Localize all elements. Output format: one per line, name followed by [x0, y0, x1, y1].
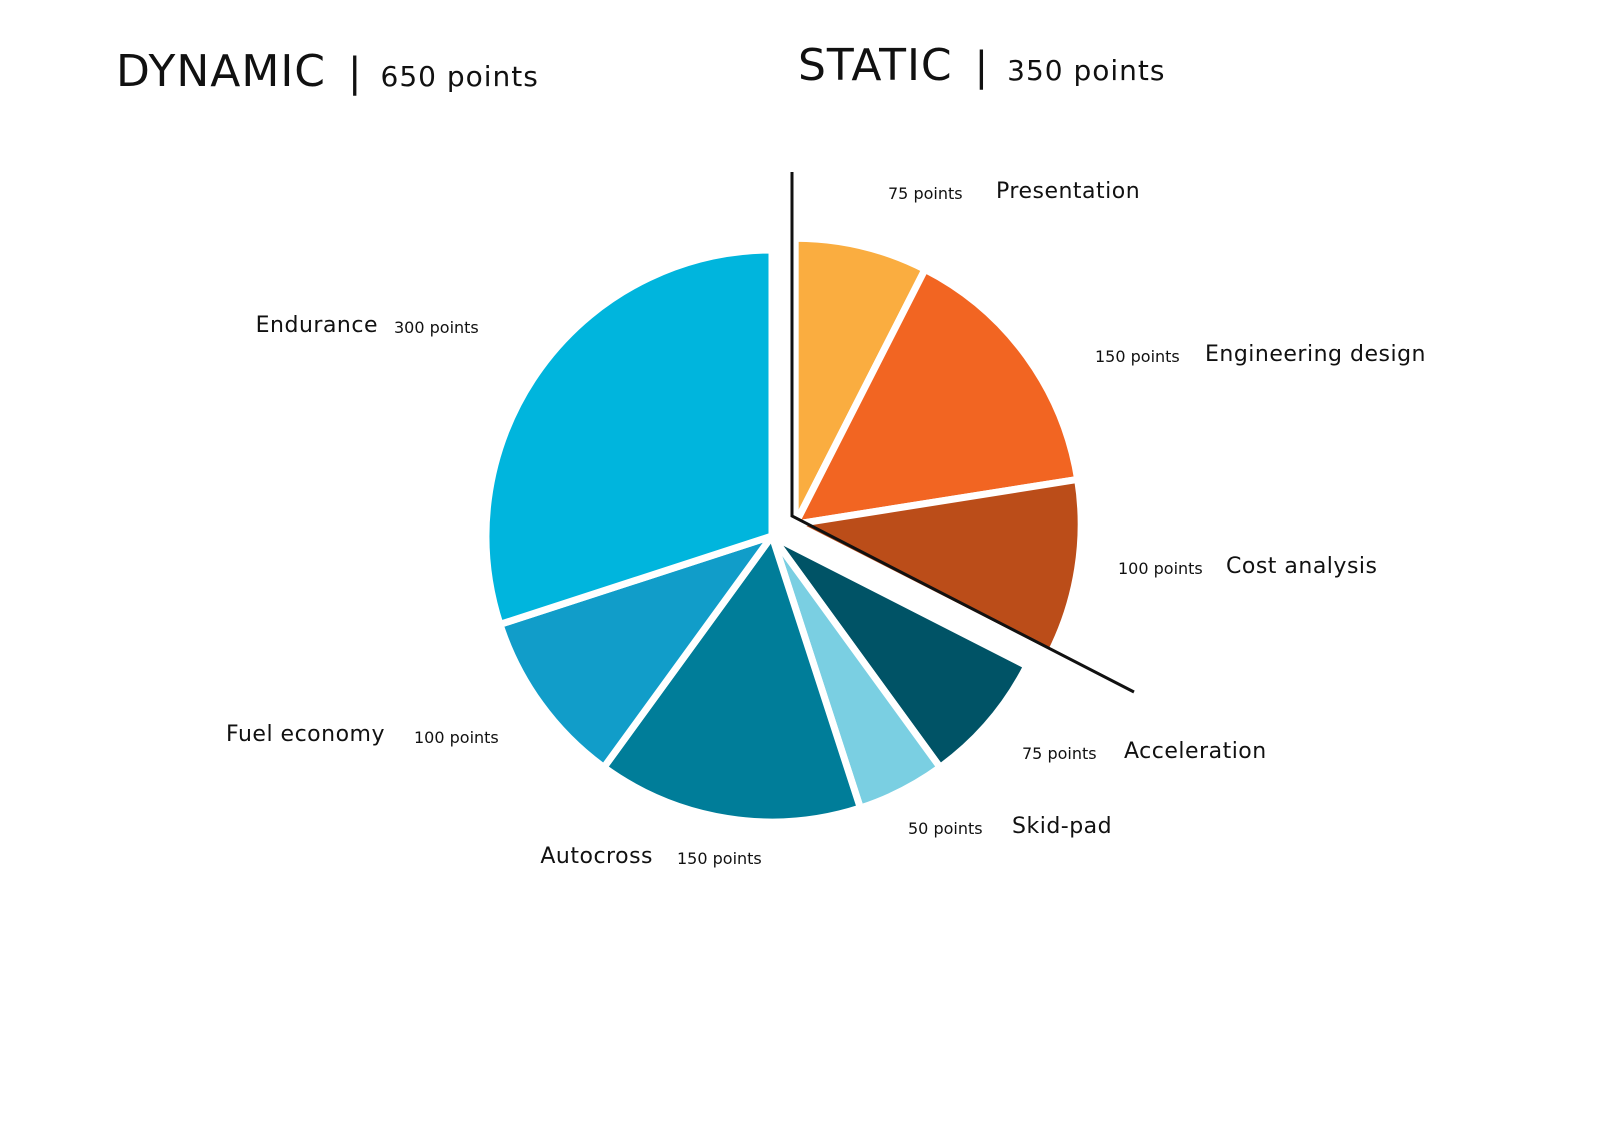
slice-name-label: Acceleration — [1124, 739, 1267, 764]
static-points: 350 points — [1007, 54, 1166, 87]
pie-labels: 75 points Presentation 150 points Engineeri… — [226, 179, 1426, 869]
slice-points-label: 150 points — [1095, 347, 1180, 366]
slice-points-label: 75 points — [888, 184, 963, 203]
slice-engineering-design — [791, 265, 1082, 528]
slice-name-label: Cost analysis — [1226, 554, 1377, 579]
slice-points-label: 300 points — [394, 318, 479, 337]
slice-name-label: Skid-pad — [1012, 814, 1112, 839]
slice-cost-analysis — [791, 475, 1085, 658]
slice-name-label: Engineering design — [1205, 342, 1426, 367]
dynamic-separator: | — [348, 50, 363, 96]
slice-acceleration — [768, 532, 1031, 771]
slice-presentation — [791, 234, 929, 528]
slice-points-label: 100 points — [1118, 559, 1203, 578]
slice-fuel-economy — [496, 532, 776, 771]
slice-points-label: 100 points — [414, 728, 499, 747]
slice-name-label: Autocross — [540, 844, 653, 869]
static-title: STATIC — [798, 40, 953, 91]
slice-name-label: Fuel economy — [226, 722, 385, 747]
slice-points-label: 75 points — [1022, 744, 1097, 763]
static-header: STATIC | 350 points — [798, 40, 1165, 91]
dynamic-points: 650 points — [380, 60, 539, 93]
slice-name-label: Presentation — [996, 179, 1140, 204]
slice-points-label: 150 points — [677, 849, 762, 868]
pie-slices — [482, 234, 1085, 826]
slice-points-label: 50 points — [908, 819, 983, 838]
static-separator: | — [974, 44, 990, 90]
dynamic-header: DYNAMIC | 650 points — [116, 46, 539, 97]
slice-endurance — [482, 246, 776, 628]
dynamic-title: DYNAMIC — [116, 46, 327, 97]
slice-autocross — [600, 532, 864, 826]
slice-name-label: Endurance — [256, 313, 378, 338]
group-divider-line — [790, 172, 1135, 694]
